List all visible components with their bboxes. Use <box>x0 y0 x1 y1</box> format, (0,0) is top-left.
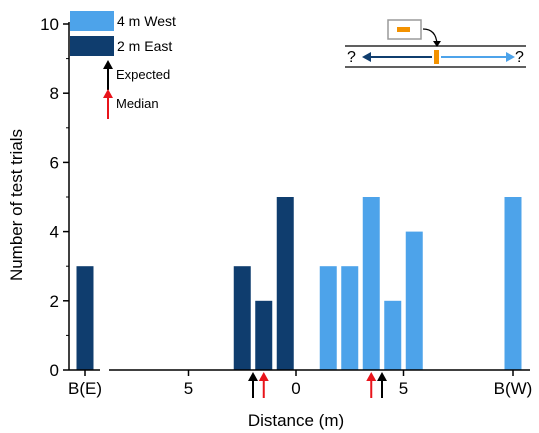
y-tick-label-0: 0 <box>50 361 59 380</box>
bar-west-4 <box>405 231 423 370</box>
bar-west-3 <box>384 300 402 370</box>
legend: 4 m West 2 m East Expected Median <box>70 11 176 119</box>
legend-swatch-west <box>70 11 114 31</box>
inset-diagram: ? ? <box>345 19 526 68</box>
bar-west-0 <box>319 266 337 370</box>
y-tick-label-4: 4 <box>50 223 59 242</box>
legend-swatch-east <box>70 36 114 56</box>
x-tick-label-0: B(E) <box>68 379 102 398</box>
expected-arrow-0 <box>248 372 258 398</box>
bar-west-1 <box>341 266 359 370</box>
legend-label-median: Median <box>116 96 159 111</box>
bar-east-3 <box>276 197 294 370</box>
median-arrow-1 <box>366 372 377 398</box>
y-axis-label: Number of test trials <box>7 129 26 281</box>
inset-transfer-arrowhead <box>433 41 441 47</box>
legend-label-expected: Expected <box>116 67 170 82</box>
x-tick-label-2: 0 <box>291 379 300 398</box>
median-arrow-0 <box>258 372 269 398</box>
legend-median-arrow <box>103 89 113 119</box>
legend-label-east: 2 m East <box>117 38 172 54</box>
marker-arrows-layer <box>248 372 387 398</box>
expected-arrow-1-head <box>377 372 387 381</box>
y-tick-label-10: 10 <box>40 15 59 34</box>
x-axis-label: Distance (m) <box>248 411 344 430</box>
bar-east-1 <box>233 266 251 370</box>
inset-right-question: ? <box>515 49 524 66</box>
bars-layer <box>76 197 522 370</box>
inset-start-token <box>397 27 410 32</box>
y-tick-label-6: 6 <box>50 153 59 172</box>
inset-left-question: ? <box>347 49 356 66</box>
x-tick-label-1: 5 <box>184 379 193 398</box>
inset-start-position <box>434 50 439 64</box>
median-arrow-0-head <box>258 372 269 381</box>
inset-east-arrowhead <box>362 52 371 62</box>
legend-expected-arrow <box>103 60 113 90</box>
expected-arrow-1 <box>377 372 387 398</box>
bar-east-0 <box>76 266 94 370</box>
median-arrow-1-head <box>366 372 377 381</box>
inset-west-arrowhead <box>506 52 515 62</box>
x-tick-label-3: 5 <box>399 379 408 398</box>
bar-west-5 <box>504 197 522 370</box>
bar-east-2 <box>255 300 273 370</box>
y-tick-label-2: 2 <box>50 292 59 311</box>
expected-arrow-0-head <box>248 372 258 381</box>
axes-layer: 0 2 4 6 8 10 B(E) 5 0 5 B(W) <box>40 15 532 398</box>
legend-label-west: 4 m West <box>117 13 176 29</box>
x-tick-label-4: B(W) <box>494 379 533 398</box>
bar-west-2 <box>362 197 380 370</box>
y-tick-label-8: 8 <box>50 84 59 103</box>
